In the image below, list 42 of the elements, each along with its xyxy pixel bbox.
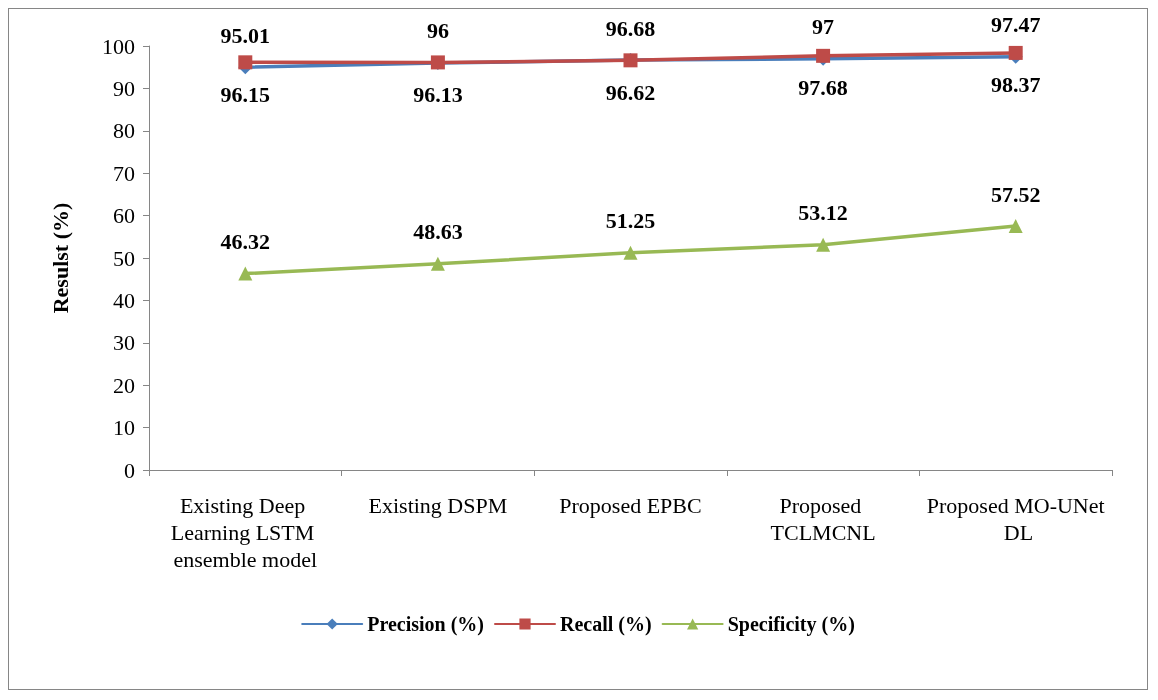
data-label: 95.01: [220, 22, 271, 48]
data-label: 97: [812, 14, 835, 40]
data-label: 98.37: [990, 72, 1041, 98]
point: [430, 256, 445, 271]
legend-label: Precision (%): [367, 613, 485, 636]
y-axis-title: Resulst (%): [47, 202, 73, 314]
data-label: 48.63: [413, 219, 463, 245]
y-tick-label: 0: [124, 457, 135, 483]
data-label: 46.32: [220, 229, 271, 255]
data-label: 96.68: [605, 15, 656, 41]
y-tick-label: 90: [113, 75, 135, 101]
data-label: 97.68: [798, 75, 848, 101]
x-tick-label: Proposed EPBC: [559, 493, 702, 518]
y-tick-label: 50: [113, 245, 135, 271]
y-tick-label: 80: [113, 118, 135, 144]
point: [623, 245, 638, 260]
data-label: 51.25: [605, 208, 656, 234]
y-tick-label: 60: [113, 203, 135, 229]
point: [238, 55, 253, 70]
data-label: 97.47: [990, 12, 1041, 38]
data-label: 57.52: [990, 181, 1041, 207]
y-tick-label: 40: [113, 287, 135, 313]
y-tick-label: 70: [113, 160, 135, 186]
data-label: 96.13: [413, 81, 463, 107]
point: [1008, 45, 1023, 60]
point: [1008, 219, 1023, 234]
y-tick-label: 30: [113, 330, 135, 356]
data-label: 96.15: [220, 81, 271, 107]
x-tick-label: Existing DSPM: [368, 493, 508, 518]
y-tick-label: 20: [113, 372, 135, 398]
data-label: 96: [426, 18, 449, 44]
x-tick-label: Proposed TCLMCNL: [770, 493, 876, 545]
y-tick-label: 10: [113, 415, 135, 441]
data-label: 96.62: [605, 79, 656, 105]
x-tick-label: Existing Deep Learning LSTM ensemble model: [170, 493, 320, 572]
data-label: 53.12: [798, 200, 848, 226]
legend-label: Recall (%): [560, 613, 652, 636]
y-tick-label: 100: [102, 33, 135, 59]
point: [238, 266, 253, 281]
legend-label: Specificity (%): [727, 613, 855, 636]
x-tick-label: Proposed MO-UNet DL: [926, 493, 1105, 545]
point: [816, 237, 831, 252]
